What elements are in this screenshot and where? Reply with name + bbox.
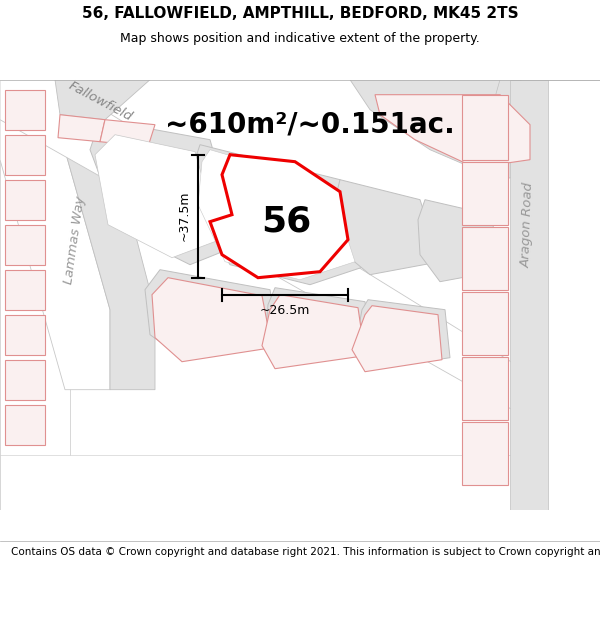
Text: Contains OS data © Crown copyright and database right 2021. This information is : Contains OS data © Crown copyright and d… — [11, 546, 600, 556]
Polygon shape — [0, 454, 600, 509]
Polygon shape — [100, 120, 155, 147]
Polygon shape — [152, 278, 272, 362]
Polygon shape — [5, 134, 45, 174]
Polygon shape — [0, 79, 110, 390]
Polygon shape — [45, 79, 155, 390]
Polygon shape — [462, 357, 508, 420]
Text: Lammas Way: Lammas Way — [62, 195, 88, 284]
Polygon shape — [198, 149, 355, 280]
Polygon shape — [145, 270, 280, 359]
Text: Fallowfield: Fallowfield — [66, 79, 134, 124]
Text: Aragon Road: Aragon Road — [520, 182, 536, 268]
Polygon shape — [355, 299, 450, 369]
Polygon shape — [462, 292, 508, 355]
Text: 56: 56 — [261, 205, 311, 239]
Polygon shape — [265, 288, 372, 366]
Polygon shape — [462, 422, 508, 485]
Polygon shape — [5, 224, 45, 265]
Polygon shape — [5, 315, 45, 355]
Polygon shape — [352, 306, 442, 372]
Polygon shape — [95, 134, 220, 258]
Polygon shape — [462, 162, 508, 224]
Polygon shape — [5, 405, 45, 445]
Polygon shape — [210, 154, 348, 278]
Polygon shape — [5, 359, 45, 400]
Text: Map shows position and indicative extent of the property.: Map shows position and indicative extent… — [120, 31, 480, 44]
Polygon shape — [375, 94, 530, 168]
Polygon shape — [418, 200, 505, 282]
Polygon shape — [5, 89, 45, 129]
Polygon shape — [0, 79, 70, 509]
Polygon shape — [90, 120, 240, 265]
Polygon shape — [190, 144, 370, 285]
Polygon shape — [462, 227, 508, 290]
Polygon shape — [510, 79, 548, 509]
Polygon shape — [335, 180, 440, 275]
Polygon shape — [350, 79, 555, 180]
Text: Fallowfield: Fallowfield — [260, 174, 331, 209]
Polygon shape — [58, 115, 105, 142]
Text: ~26.5m: ~26.5m — [260, 304, 310, 317]
Text: ~610m²/~0.151ac.: ~610m²/~0.151ac. — [165, 111, 455, 139]
Polygon shape — [490, 79, 555, 139]
Text: ~37.5m: ~37.5m — [178, 191, 191, 241]
Text: 56, FALLOWFIELD, AMPTHILL, BEDFORD, MK45 2TS: 56, FALLOWFIELD, AMPTHILL, BEDFORD, MK45… — [82, 6, 518, 21]
Polygon shape — [262, 294, 365, 369]
Polygon shape — [5, 270, 45, 309]
Polygon shape — [0, 79, 600, 449]
Polygon shape — [462, 94, 508, 159]
Polygon shape — [55, 79, 150, 120]
Polygon shape — [545, 79, 600, 509]
Polygon shape — [5, 180, 45, 219]
Polygon shape — [0, 79, 55, 120]
